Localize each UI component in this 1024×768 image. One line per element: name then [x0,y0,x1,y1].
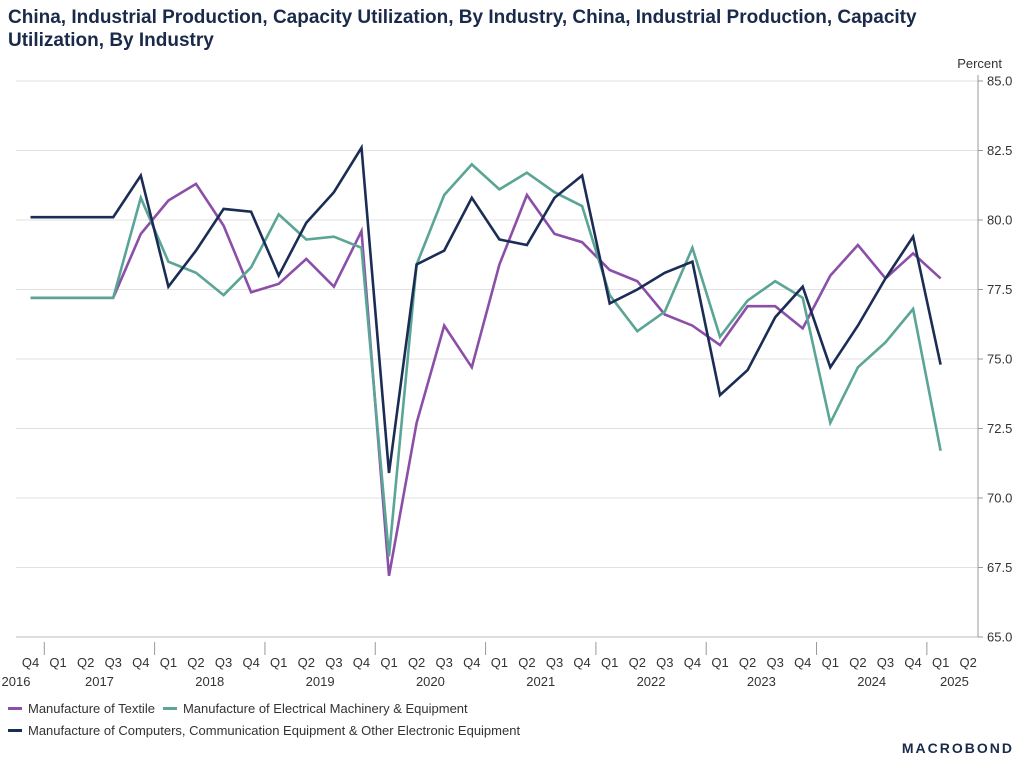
x-tick-label: Q3 [105,655,122,670]
x-tick-label: Q2 [187,655,204,670]
x-year-label: 2025 [940,674,969,689]
legend: Manufacture of Textile Manufacture of El… [8,697,528,741]
x-tick-label: Q2 [298,655,315,670]
x-tick-label: Q2 [408,655,425,670]
legend-item-computers: Manufacture of Computers, Communication … [8,723,520,738]
x-tick-label: Q3 [215,655,232,670]
x-tick-label: Q1 [380,655,397,670]
x-tick-label: Q3 [877,655,894,670]
x-tick-label: Q3 [546,655,563,670]
x-tick-label: Q2 [77,655,94,670]
x-year-label: 2019 [306,674,335,689]
x-tick-label: Q4 [904,655,921,670]
grid-lines [16,75,979,638]
y-tick-label: 67.5 [987,560,1012,575]
x-year-label: 2016 [2,674,31,689]
legend-label-textile: Manufacture of Textile [28,700,155,716]
x-tick-label: Q4 [22,655,39,670]
x-axis-ticks: Q4 Q1 Q2 Q3 Q4 Q1 Q2 Q3 Q4 Q1 Q2 Q3 Q4 Q1 Q2 Q3 Q4 Q1 Q2 Q3… [2,642,977,689]
series-line-0 [30,182,942,577]
series-lines [30,143,942,577]
legend-swatch-textile [8,706,22,710]
legend-item-electrical: Manufacture of Electrical Machinery & Eq… [162,700,468,716]
x-tick-label: Q4 [794,655,811,670]
x-tick-label: Q1 [49,655,66,670]
x-tick-label: Q2 [629,655,646,670]
y-tick-label: 85.0 [987,74,1012,89]
y-tick-label: 75.0 [987,352,1012,367]
x-tick-label: Q1 [160,655,177,670]
x-tick-label: Q1 [270,655,287,670]
y-tick-label: 70.0 [987,491,1012,506]
x-tick-label: Q4 [684,655,701,670]
x-year-label: 2018 [195,674,224,689]
x-tick-label: Q1 [601,655,618,670]
x-year-label: 2022 [637,674,666,689]
brand-logo: MACROBOND [901,740,1014,756]
x-tick-label: Q1 [491,655,508,670]
x-tick-label: Q1 [932,655,949,670]
y-tick-label: 72.5 [987,421,1012,436]
x-year-label: 2017 [85,674,114,689]
legend-label-electrical: Manufacture of Electrical Machinery & Eq… [182,700,468,716]
x-tick-label: Q3 [436,655,453,670]
legend-item-textile: Manufacture of Textile [8,701,155,716]
x-tick-label: Q4 [242,655,259,670]
x-tick-label: Q4 [132,655,149,670]
y-tick-label: 65.0 [987,630,1012,645]
y-axis-label: Percent [957,56,1002,71]
series-line-2 [30,143,942,474]
y-axis-ticks: 85.0 82.5 80.0 77.5 75.0 72.5 70.0 67.5 65.0 [978,74,1012,645]
x-tick-label: Q3 [656,655,673,670]
chart-title: China, Industrial Production, Capacity U… [8,7,917,51]
x-tick-label: Q2 [518,655,535,670]
legend-label-computers: Manufacture of Computers, Communication … [28,722,521,738]
x-tick-label: Q2 [739,655,756,670]
x-tick-label: Q1 [822,655,839,670]
x-year-label: 2021 [526,674,555,689]
x-tick-label: Q3 [325,655,342,670]
legend-swatch-computers [8,728,22,732]
y-tick-label: 82.5 [987,143,1012,158]
x-tick-label: Q3 [766,655,783,670]
x-year-label: 2024 [857,674,886,689]
x-year-label: 2023 [747,674,776,689]
x-tick-label: Q4 [573,655,590,670]
x-tick-label: Q2 [960,655,977,670]
legend-swatch-electrical [162,706,177,710]
y-tick-label: 80.0 [987,213,1012,228]
x-tick-label: Q4 [463,655,480,670]
x-year-label: 2020 [416,674,445,689]
y-tick-label: 77.5 [987,282,1012,297]
x-tick-label: Q2 [849,655,866,670]
x-tick-label: Q4 [353,655,370,670]
x-tick-label: Q1 [711,655,728,670]
